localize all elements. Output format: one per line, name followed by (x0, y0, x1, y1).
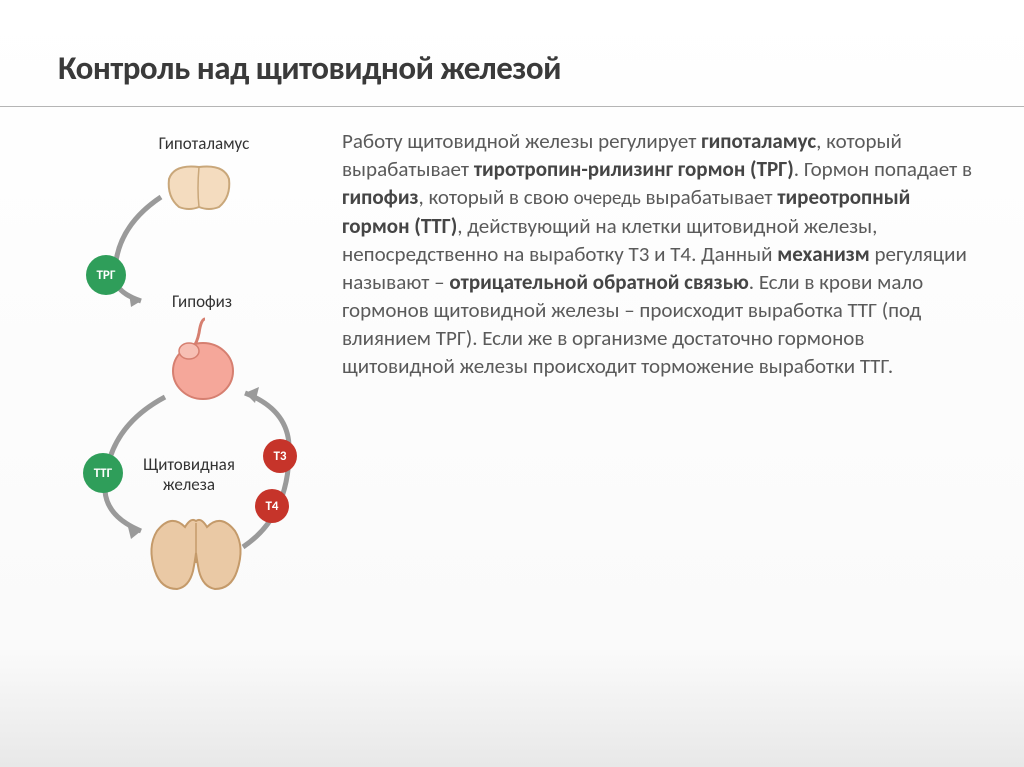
diagram-column: Гипоталамус ТРГ Гипофиз (48, 127, 338, 633)
thyroid-icon (141, 513, 251, 603)
text-column: Работу щитовидной железы регулирует гипо… (338, 127, 982, 633)
t-p3: . Гормон попадает в (794, 156, 972, 182)
t-b5: механизм (777, 241, 870, 267)
body-paragraph: Работу щитовидной железы регулирует гипо… (342, 127, 982, 380)
hypothalamus-label: Гипоталамус (139, 133, 269, 154)
pituitary-label: Гипофиз (157, 291, 247, 312)
slide-title: Контроль над щитовидной железой (58, 48, 1024, 88)
slide-header: Контроль над щитовидной железой (0, 0, 1024, 107)
thyroid-label-l2: железа (163, 474, 215, 495)
t-b1: гипоталамус (701, 128, 816, 154)
t-p4: , который в свою (418, 184, 573, 210)
t4-badge: Т4 (255, 489, 289, 523)
t3-badge: Т3 (263, 439, 297, 473)
thyroid-label: Щитовидная железа (129, 455, 249, 494)
t-b6: отрицательной обратной связью (449, 269, 748, 295)
t-b3: гипофиз (342, 184, 418, 210)
t-s1: очередь (574, 187, 641, 210)
slide-content: Гипоталамус ТРГ Гипофиз (0, 107, 1024, 633)
hpt-axis-diagram: Гипоталамус ТРГ Гипофиз (83, 133, 303, 633)
thyroid-label-l1: Щитовидная (143, 454, 235, 475)
slide: Контроль над щитовидной железой Гипотала… (0, 0, 1024, 767)
t-p1: Работу щитовидной железы регулирует (342, 128, 701, 154)
tsh-badge: ТТГ (83, 453, 123, 493)
t-p5: вырабатывает (641, 184, 778, 210)
trh-badge: ТРГ (86, 255, 126, 295)
t-b2: тиротропин-рилизинг гормон (ТРГ) (474, 156, 794, 182)
